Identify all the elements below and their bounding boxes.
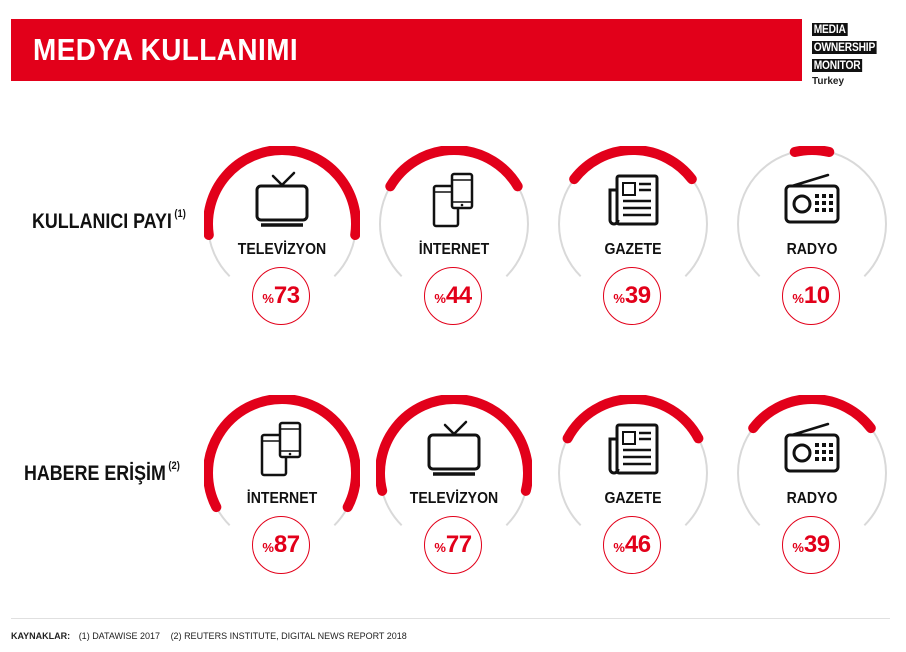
gauge-value-arc <box>204 395 360 513</box>
gauge-ring <box>204 146 360 278</box>
value-badge: %46 <box>603 516 661 574</box>
percent-sign: % <box>792 540 804 555</box>
gauge-ring <box>558 395 708 527</box>
gauge-label: GAZETE <box>604 241 662 258</box>
gauge-ring <box>737 146 887 278</box>
tv-icon <box>252 170 312 230</box>
gauge-1-1: TELEVİZYON %77 <box>376 395 532 575</box>
radio-icon <box>782 170 842 230</box>
value-badge: %10 <box>782 267 840 325</box>
value-badge: %77 <box>424 516 482 574</box>
row-label-habere-erisim: HABERE ERİŞİM (2) <box>24 460 180 486</box>
newspaper-icon <box>603 419 663 479</box>
value-label: 77 <box>445 531 472 558</box>
percent-sign: % <box>613 291 625 306</box>
logo-country: Turkey <box>812 76 845 87</box>
value-label: 73 <box>273 282 300 309</box>
value-label: 87 <box>273 531 300 558</box>
percent-sign: % <box>262 291 274 306</box>
gauge-0-1: İNTERNET %44 <box>376 146 532 326</box>
devices-icon <box>252 419 312 479</box>
source-1: (1) DATAWISE 2017 <box>78 631 161 641</box>
row-title: KULLANICI PAYI <box>32 210 172 233</box>
gauge-1-3: RADYO %39 <box>734 395 890 575</box>
value-label: 39 <box>803 531 830 558</box>
gauge-value-arc <box>569 146 697 185</box>
gauge-label: TELEVİZYON <box>237 241 327 258</box>
gauge-ring <box>376 395 532 527</box>
gauge-value-arc <box>385 146 523 192</box>
footer-divider <box>11 618 890 619</box>
percent-sign: % <box>613 540 625 555</box>
devices-icon <box>424 170 484 230</box>
gauge-value-arc <box>789 146 835 158</box>
value-badge: %87 <box>252 516 310 574</box>
gauge-1-2: GAZETE %46 <box>555 395 711 575</box>
gauge-ring <box>737 395 887 527</box>
gauge-label: TELEVİZYON <box>409 490 499 507</box>
footnote-marker: (1) <box>174 208 186 220</box>
value-badge: %44 <box>424 267 482 325</box>
gauge-0-0: TELEVİZYON %73 <box>204 146 360 326</box>
value-label: 46 <box>624 531 651 558</box>
gauge-0-2: GAZETE %39 <box>555 146 711 326</box>
value-label: 10 <box>803 282 830 309</box>
logo-line-1: MEDIA <box>812 22 848 36</box>
tv-icon <box>424 419 484 479</box>
newspaper-icon <box>603 170 663 230</box>
gauge-label: İNTERNET <box>246 490 318 507</box>
gauge-ring <box>379 146 529 278</box>
header-bar: MEDYA KULLANIMI <box>11 19 802 81</box>
sources-label: KAYNAKLAR: <box>11 631 71 641</box>
value-label: 39 <box>624 282 651 309</box>
row-title: HABERE ERİŞİM <box>24 462 166 485</box>
gauge-label: İNTERNET <box>418 241 490 258</box>
percent-sign: % <box>262 540 274 555</box>
gauge-label: RADYO <box>786 241 838 258</box>
gauge-value-arc <box>204 146 360 240</box>
logo-line-2: OWNERSHIP <box>812 40 877 54</box>
gauge-label: RADYO <box>786 490 838 507</box>
page-title: MEDYA KULLANIMI <box>33 32 299 67</box>
value-badge: %73 <box>252 267 310 325</box>
value-badge: %39 <box>603 267 661 325</box>
logo: MEDIA OWNERSHIP MONITOR Turkey <box>812 20 897 87</box>
source-2: (2) REUTERS INSTITUTE, DIGITAL NEWS REPO… <box>170 631 407 641</box>
value-badge: %39 <box>782 516 840 574</box>
gauge-ring <box>558 146 708 278</box>
footnote-marker: (2) <box>168 460 180 472</box>
gauge-value-arc <box>748 395 876 434</box>
gauge-0-3: RADYO %10 <box>734 146 890 326</box>
value-label: 44 <box>445 282 472 309</box>
gauge-1-0: İNTERNET %87 <box>204 395 360 575</box>
percent-sign: % <box>434 291 446 306</box>
gauge-ring <box>204 395 360 527</box>
logo-line-3: MONITOR <box>812 58 863 72</box>
sources-footer: KAYNAKLAR: (1) DATAWISE 2017 (2) REUTERS… <box>11 631 415 641</box>
gauge-label: GAZETE <box>604 490 662 507</box>
gauge-value-arc <box>376 395 532 496</box>
radio-icon <box>782 419 842 479</box>
percent-sign: % <box>792 291 804 306</box>
row-label-kullanici-payi: KULLANICI PAYI (1) <box>32 208 186 234</box>
gauge-value-arc <box>562 395 704 444</box>
percent-sign: % <box>434 540 446 555</box>
